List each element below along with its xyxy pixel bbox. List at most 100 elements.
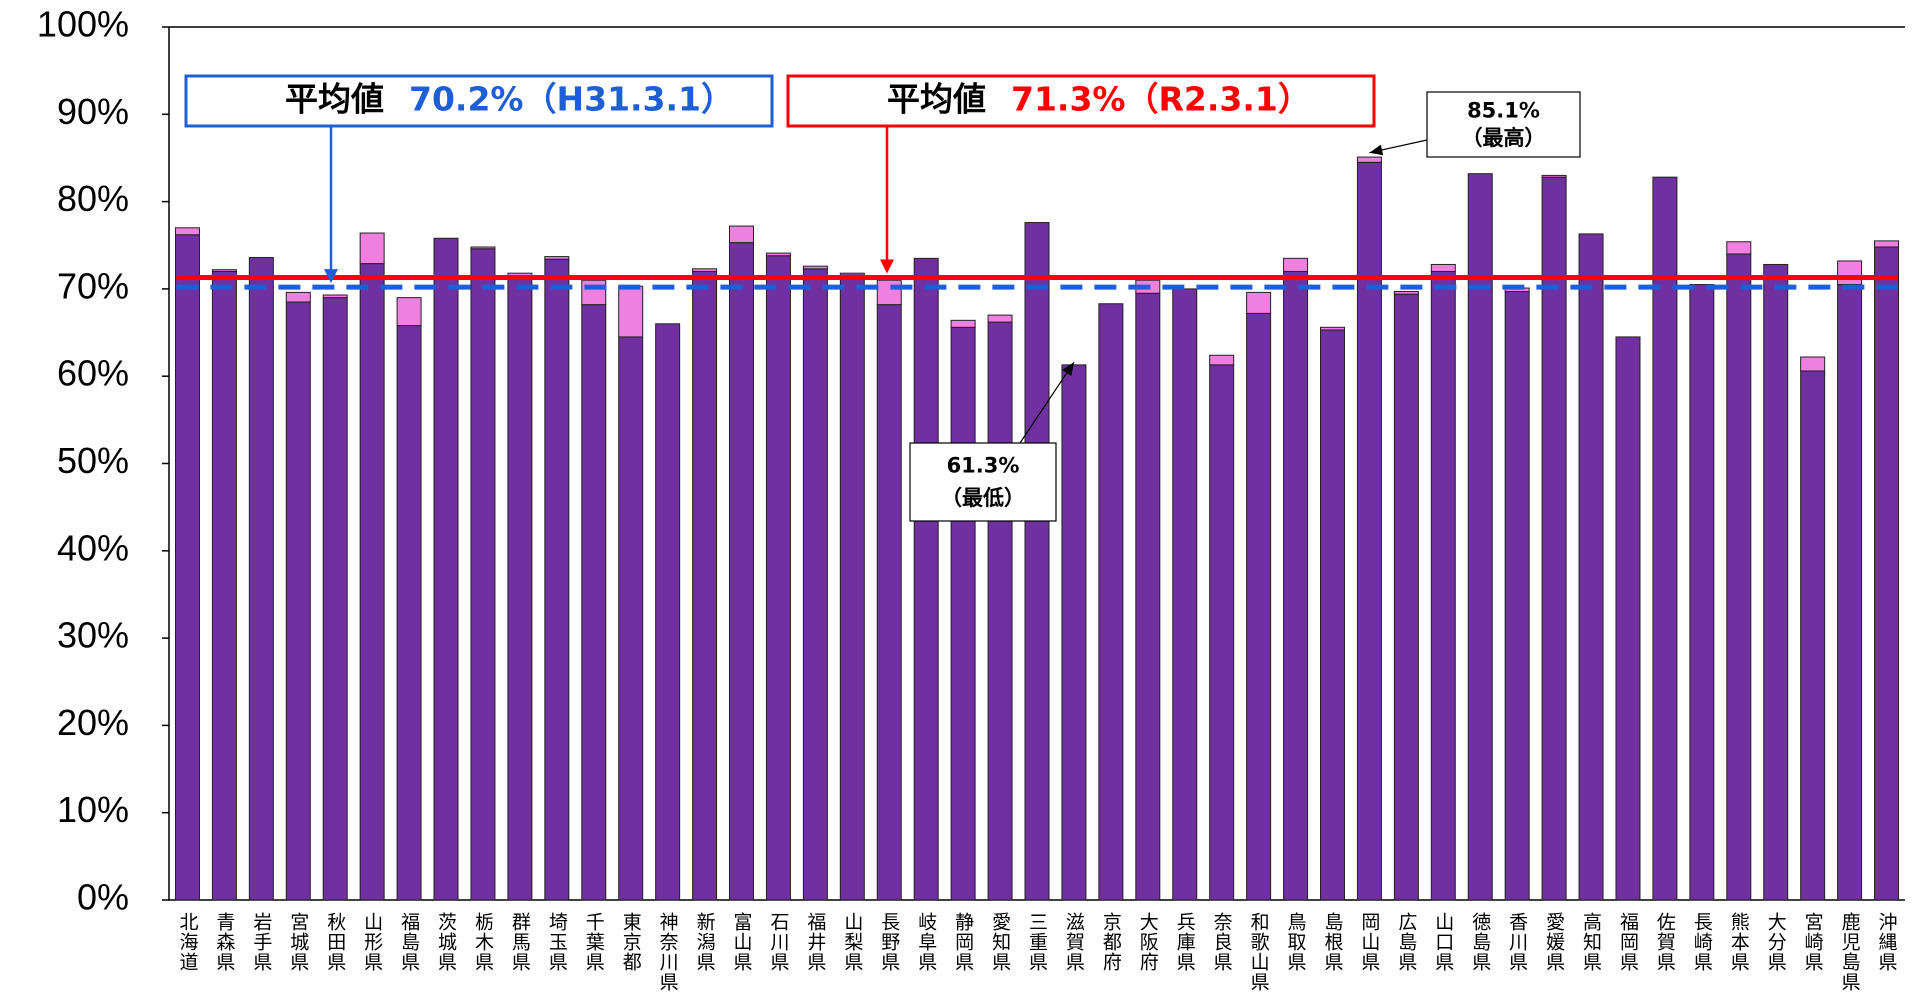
bar-segment — [396, 325, 422, 901]
bar-segment — [1578, 233, 1604, 901]
x-tick-label: 福島県 — [398, 912, 420, 972]
annotation-text: 85.1% — [1467, 99, 1540, 123]
annotation-box — [1426, 91, 1581, 158]
bar-segment — [1283, 270, 1309, 901]
x-tick-label: 岡山県 — [1358, 912, 1380, 972]
x-tick-label: 群馬県 — [509, 912, 531, 972]
x-tick-label: 徳島県 — [1469, 912, 1491, 972]
bar-segment — [1246, 312, 1272, 901]
bar-segment — [802, 265, 828, 270]
x-tick-label: 愛知県 — [989, 912, 1011, 972]
bar-segment — [1319, 326, 1345, 331]
bar-segment — [765, 255, 791, 901]
bar-segment — [1541, 174, 1567, 178]
x-tick-label: 愛媛県 — [1543, 912, 1565, 972]
x-tick-label: 京都府 — [1100, 912, 1122, 972]
bar-segment — [248, 256, 274, 901]
y-tick-label: 20% — [57, 702, 129, 743]
bar-segment — [1209, 354, 1235, 366]
bar-segment — [1024, 222, 1050, 901]
x-tick-label: 長野県 — [878, 912, 900, 972]
x-tick-label: 熊本県 — [1728, 912, 1750, 972]
x-tick-label: 千葉県 — [583, 912, 605, 972]
bar-segment — [1763, 263, 1789, 901]
y-tick-label: 40% — [57, 527, 129, 568]
x-tick-label: 栃木県 — [472, 912, 494, 972]
x-tick-label: 神奈川県 — [657, 912, 679, 992]
bar-segment — [322, 297, 348, 901]
bar-segment — [987, 321, 1013, 901]
average-value: 70.2%（H31.3.1） — [409, 80, 734, 119]
bar-segment — [1098, 303, 1124, 901]
bar-segment — [322, 294, 348, 299]
bar-segment — [581, 304, 607, 901]
bar-segment — [1800, 370, 1826, 901]
x-tick-label: 和歌山県 — [1248, 912, 1270, 992]
x-tick-label: 東京都 — [620, 912, 642, 972]
annotation-box — [909, 442, 1057, 522]
average-value: 71.3%（R2.3.1） — [1011, 80, 1311, 119]
x-tick-label: 大阪府 — [1137, 912, 1159, 972]
bar-segment — [544, 258, 570, 901]
bar-segment — [1467, 173, 1493, 901]
bar-segment — [174, 234, 200, 901]
bar-segment — [1726, 253, 1752, 901]
bar-segment — [1356, 161, 1382, 901]
x-tick-label: 奈良県 — [1211, 912, 1233, 972]
x-tick-label: 茨城県 — [435, 912, 457, 972]
x-tick-label: 香川県 — [1506, 912, 1528, 972]
bar-segment — [1283, 257, 1309, 272]
x-tick-label: 埼玉県 — [546, 912, 568, 972]
x-tick-label: 福岡県 — [1617, 912, 1639, 972]
x-tick-label: 青森県 — [213, 912, 235, 972]
y-tick-label: 80% — [57, 178, 129, 219]
bar-segment — [1874, 240, 1900, 248]
bar-segment — [729, 225, 755, 244]
x-tick-label: 新潟県 — [694, 912, 716, 972]
bar-segment — [839, 272, 865, 276]
x-tick-label: 長崎県 — [1691, 912, 1713, 972]
y-tick-label: 100% — [37, 4, 129, 45]
x-tick-label: 山形県 — [361, 912, 383, 972]
bar-segment — [765, 252, 791, 257]
average-name: 平均値 — [285, 80, 384, 119]
x-tick-label: 北海道 — [176, 912, 198, 972]
x-tick-label: 沖縄県 — [1876, 912, 1898, 972]
x-tick-label: 山梨県 — [841, 912, 863, 972]
x-tick-label: 岩手県 — [250, 912, 272, 972]
x-tick-label: 福井県 — [804, 912, 826, 972]
x-tick-label: 兵庫県 — [1174, 912, 1196, 972]
bar-segment — [1874, 246, 1900, 901]
bar-segment — [692, 268, 718, 272]
average-box — [184, 74, 774, 128]
bar-segment — [396, 297, 422, 327]
x-tick-label: 大分県 — [1765, 912, 1787, 972]
y-tick-label: 0% — [77, 877, 129, 918]
bar-segment — [1800, 356, 1826, 372]
x-tick-label: 石川県 — [767, 912, 789, 972]
x-tick-label: 宮城県 — [287, 912, 309, 972]
x-tick-label: 滋賀県 — [1063, 912, 1085, 972]
bar-segment — [1393, 293, 1419, 901]
y-tick-label: 70% — [57, 265, 129, 306]
bar-segment — [1135, 292, 1161, 901]
average-arrowhead — [324, 269, 338, 284]
annotation-note: （最低） — [941, 486, 1025, 510]
bar-segment — [913, 257, 939, 901]
bar-segment — [470, 248, 496, 901]
average-arrowhead — [880, 259, 894, 274]
bar-segment — [1356, 156, 1382, 163]
x-tick-label: 秋田県 — [324, 912, 346, 972]
bar-segment — [987, 314, 1013, 323]
bar-segment — [581, 279, 607, 306]
average-box — [786, 74, 1376, 128]
bar-segment — [211, 270, 237, 901]
x-tick-label: 三重県 — [1026, 912, 1048, 972]
bar-segment — [285, 291, 311, 303]
bar-segment — [359, 263, 385, 901]
x-tick-label: 富山県 — [731, 912, 753, 972]
bar-segment — [876, 304, 902, 901]
x-tick-label: 高知県 — [1580, 912, 1602, 972]
bar-segment — [839, 274, 865, 901]
